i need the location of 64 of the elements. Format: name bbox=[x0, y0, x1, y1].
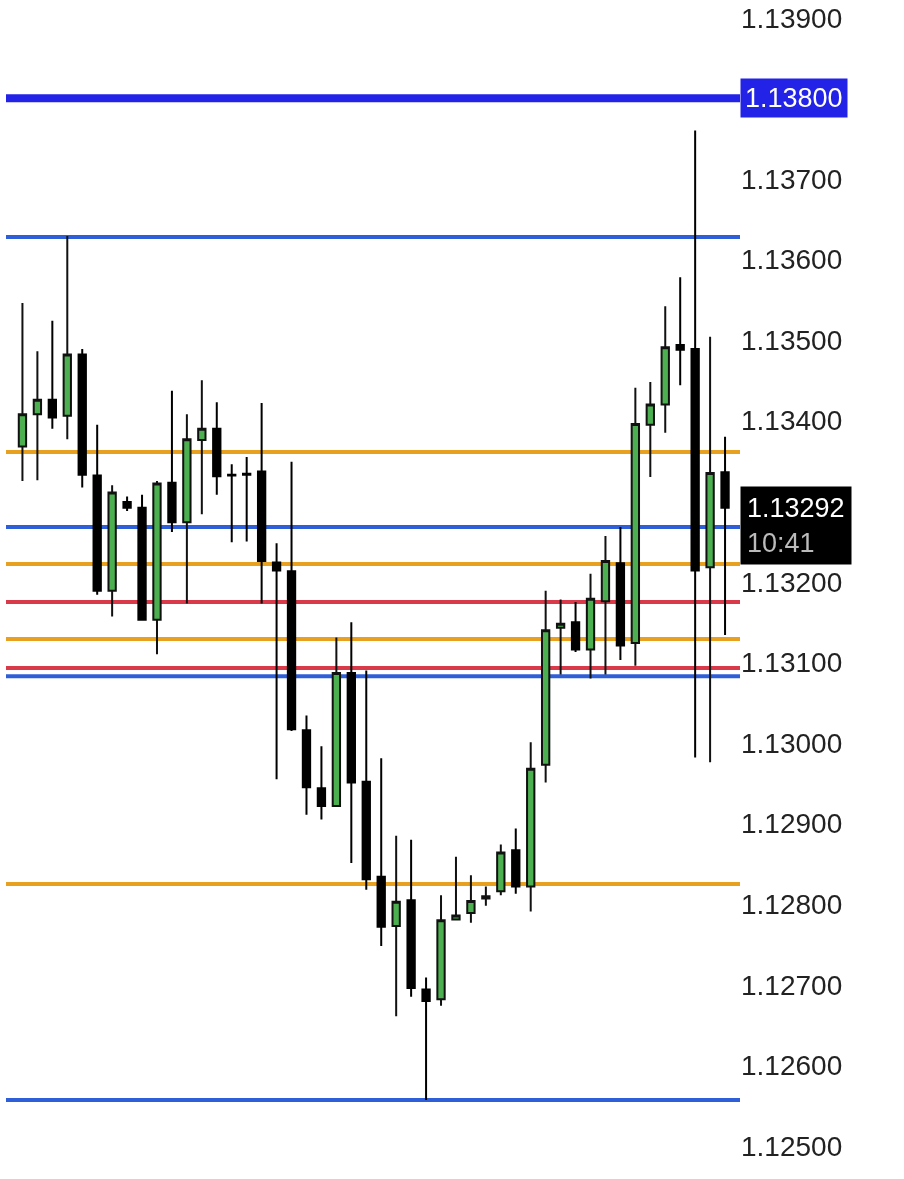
candlestick bbox=[77, 347, 87, 489]
candlestick bbox=[511, 827, 521, 895]
candlestick bbox=[391, 834, 401, 1018]
y-tick-label: 1.13500 bbox=[741, 324, 843, 356]
candlestick bbox=[167, 389, 177, 533]
candlestick bbox=[675, 276, 685, 387]
candlestick bbox=[242, 455, 252, 543]
candlestick bbox=[122, 495, 132, 512]
candlestick bbox=[17, 302, 28, 483]
candlestick bbox=[720, 435, 730, 637]
y-tick-label: 1.13600 bbox=[741, 244, 843, 276]
text: 1.13292 bbox=[747, 493, 845, 523]
candlestick bbox=[107, 484, 117, 618]
y-tick-label: 1.12600 bbox=[741, 1050, 843, 1082]
y-tick-label: 1.13400 bbox=[741, 405, 843, 437]
candlestick bbox=[361, 669, 371, 891]
candlestick bbox=[197, 379, 207, 516]
candlestick bbox=[541, 589, 551, 784]
y-tick-label: 1.12900 bbox=[741, 808, 843, 840]
candlestick bbox=[630, 386, 641, 667]
candlestick bbox=[436, 894, 446, 1007]
candlestick bbox=[645, 380, 655, 479]
y-tick-label: 1.13700 bbox=[741, 163, 843, 195]
candlestick bbox=[526, 741, 536, 913]
candlestick bbox=[660, 305, 670, 434]
candlestick bbox=[451, 855, 461, 921]
candlestick bbox=[705, 335, 715, 764]
candlestick bbox=[466, 874, 476, 924]
candlestick bbox=[481, 885, 491, 907]
candlestick bbox=[137, 493, 147, 622]
y-tick-label: 1.12800 bbox=[741, 889, 843, 920]
candlestick bbox=[600, 534, 611, 676]
candlestick bbox=[152, 480, 162, 656]
candlestick bbox=[346, 621, 356, 865]
candlestick bbox=[182, 413, 192, 605]
candlestick bbox=[301, 714, 312, 816]
candlestick bbox=[555, 598, 566, 676]
candlestick bbox=[615, 526, 626, 662]
candlestick bbox=[286, 460, 297, 732]
candlestick bbox=[47, 319, 57, 430]
ref-line-label: 1.13800 bbox=[745, 83, 843, 113]
candlestick bbox=[271, 542, 282, 781]
text: 10:41 bbox=[747, 528, 815, 559]
y-tick-label: 1.12700 bbox=[741, 969, 843, 1001]
candlestick bbox=[212, 401, 222, 496]
candlestick bbox=[690, 129, 700, 759]
y-tick-label: 1.13900 bbox=[741, 2, 843, 34]
candlestick bbox=[62, 235, 72, 441]
y-tick-label: 1.12500 bbox=[741, 1130, 843, 1162]
candlestick bbox=[496, 843, 506, 897]
candlestick bbox=[32, 350, 43, 482]
candlestick bbox=[421, 976, 431, 1102]
candlestick bbox=[92, 423, 102, 596]
y-tick-label: 1.13000 bbox=[741, 727, 843, 759]
candlestick bbox=[406, 838, 416, 998]
candlestick bbox=[227, 463, 237, 544]
candlestick bbox=[570, 600, 581, 653]
candlestick bbox=[331, 636, 342, 808]
candlestick bbox=[376, 757, 386, 948]
candlestick bbox=[316, 745, 327, 821]
y-tick-label: 1.13200 bbox=[741, 566, 843, 598]
candlestick bbox=[256, 401, 267, 605]
y-tick-label: 1.13100 bbox=[741, 647, 843, 679]
candlestick bbox=[585, 572, 596, 680]
